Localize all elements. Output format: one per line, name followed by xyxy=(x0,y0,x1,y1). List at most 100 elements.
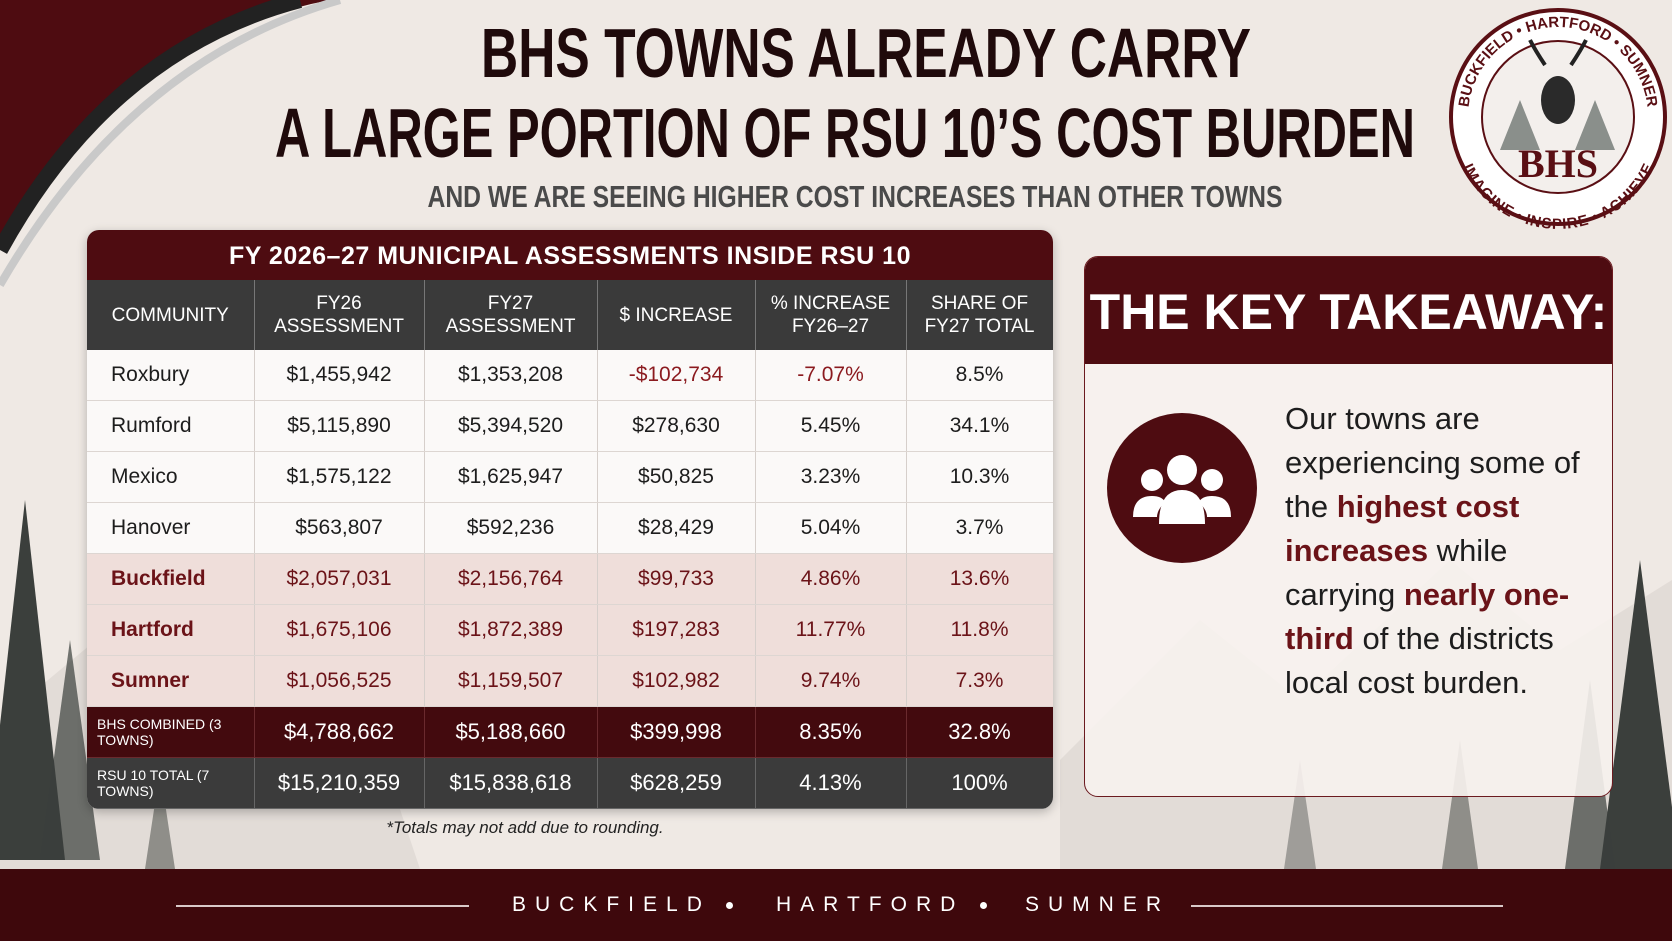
column-header: % INCREASE FY26–27 xyxy=(755,280,907,350)
logo: BUCKFIELD • HARTFORD • SUMNER IMAGINE • … xyxy=(1449,8,1667,233)
takeaway-heading: THE KEY TAKEAWAY: xyxy=(1085,257,1612,364)
corner-shape xyxy=(0,0,330,250)
takeaway-text: Our towns are experiencing some of the h… xyxy=(1285,397,1595,705)
community-cell: Hartford xyxy=(87,604,255,656)
community-cell: Roxbury xyxy=(87,350,255,401)
footer-rule xyxy=(1191,905,1503,907)
community-cell: Buckfield xyxy=(87,553,255,605)
value-cell: $1,159,507 xyxy=(424,655,598,707)
value-cell: $1,675,106 xyxy=(254,604,425,656)
value-cell: 34.1% xyxy=(906,400,1053,452)
value-cell: 11.8% xyxy=(906,604,1053,656)
logo-center-text: BHS xyxy=(1518,141,1598,186)
value-cell: $5,394,520 xyxy=(424,400,598,452)
value-cell: $1,455,942 xyxy=(254,350,425,401)
community-cell: RSU 10 TOTAL (7 TOWNS) xyxy=(87,757,255,809)
corner-stripe xyxy=(0,0,342,288)
value-cell: $1,353,208 xyxy=(424,350,598,401)
value-cell: $1,575,122 xyxy=(254,451,425,503)
value-cell: $197,283 xyxy=(597,604,756,656)
table-row: Sumner $1,056,525 $1,159,507 $102,982 9.74% 7… xyxy=(87,655,1053,707)
emphasis-text: nearly one-third xyxy=(1285,577,1570,656)
table-body: Roxbury $1,455,942 $1,353,208 -$102,734 -7.0… xyxy=(87,350,1053,809)
footer-rule xyxy=(176,905,469,907)
header-row: COMMUNITY FY26 ASSESSMENT FY27 ASSESSMENT $… xyxy=(87,280,1053,350)
table-row: BHS COMBINED (3 TOWNS) $4,788,662 $5,188,6… xyxy=(87,706,1053,758)
value-cell: -$102,734 xyxy=(597,350,756,401)
value-cell: $278,630 xyxy=(597,400,756,452)
table-row: RSU 10 TOTAL (7 TOWNS) $15,210,359 $15,838… xyxy=(87,757,1053,809)
value-cell: $1,872,389 xyxy=(424,604,598,656)
table-row: Buckfield $2,057,031 $2,156,764 $99,733 4.86… xyxy=(87,553,1053,605)
community-cell: Mexico xyxy=(87,451,255,503)
value-cell: 5.04% xyxy=(755,502,907,554)
table-row: Roxbury $1,455,942 $1,353,208 -$102,734 -7.0… xyxy=(87,350,1053,401)
column-header: SHARE OF FY27 TOTAL xyxy=(906,280,1053,350)
community-cell: Rumford xyxy=(87,400,255,452)
footer-separator xyxy=(980,902,987,909)
community-cell: BHS COMBINED (3 TOWNS) xyxy=(87,706,255,758)
value-cell: $5,115,890 xyxy=(254,400,425,452)
table-row: Rumford $5,115,890 $5,394,520 $278,630 5.45%… xyxy=(87,400,1053,452)
table-title: FY 2026–27 MUNICIPAL ASSESSMENTS INSIDE … xyxy=(87,230,1053,280)
footer-item: BUCKFIELD xyxy=(512,893,711,916)
takeaway-box: THE KEY TAKEAWAY: Our towns are experien… xyxy=(1084,256,1613,797)
community-cell: Hanover xyxy=(87,502,255,554)
footer-item: HARTFORD xyxy=(776,893,965,916)
value-cell: $50,825 xyxy=(597,451,756,503)
value-cell: $628,259 xyxy=(597,757,756,809)
table-row: Hartford $1,675,106 $1,872,389 $197,283 11.7… xyxy=(87,604,1053,656)
value-cell: 4.86% xyxy=(755,553,907,605)
value-cell: 3.23% xyxy=(755,451,907,503)
assessment-table: FY 2026–27 MUNICIPAL ASSESSMENTS INSIDE … xyxy=(87,230,1053,809)
value-cell: 3.7% xyxy=(906,502,1053,554)
people-icon xyxy=(1107,413,1257,563)
value-cell: $99,733 xyxy=(597,553,756,605)
value-cell: $2,156,764 xyxy=(424,553,598,605)
value-cell: 10.3% xyxy=(906,451,1053,503)
value-cell: $1,625,947 xyxy=(424,451,598,503)
footer: BUCKFIELD HARTFORD SUMNER xyxy=(0,869,1672,941)
corner-stripe xyxy=(0,0,303,254)
column-header: COMMUNITY xyxy=(87,280,255,350)
value-cell: 8.35% xyxy=(755,706,907,758)
value-cell: $102,982 xyxy=(597,655,756,707)
trees xyxy=(0,500,1672,869)
value-cell: 100% xyxy=(906,757,1053,809)
column-header: FY26 ASSESSMENT xyxy=(254,280,425,350)
column-header: $ INCREASE xyxy=(597,280,756,350)
value-cell: 13.6% xyxy=(906,553,1053,605)
emphasis-text: highest cost increases xyxy=(1285,489,1520,568)
footer-separator xyxy=(726,902,733,909)
value-cell: 9.74% xyxy=(755,655,907,707)
value-cell: 4.13% xyxy=(755,757,907,809)
column-header: FY27 ASSESSMENT xyxy=(424,280,598,350)
value-cell: $15,210,359 xyxy=(254,757,425,809)
footnote: *Totals may not add due to rounding. xyxy=(386,818,664,837)
subtitle: AND WE ARE SEEING HIGHER COST INCREASES … xyxy=(428,179,1283,214)
value-cell: $1,056,525 xyxy=(254,655,425,707)
value-cell: 5.45% xyxy=(755,400,907,452)
value-cell: $2,057,031 xyxy=(254,553,425,605)
value-cell: $563,807 xyxy=(254,502,425,554)
title: BHS TOWNS ALREADY CARRY xyxy=(481,14,1251,92)
table-row: Mexico $1,575,122 $1,625,947 $50,825 3.23% 10… xyxy=(87,451,1053,503)
table-row: Hanover $563,807 $592,236 $28,429 5.04% 3.7% xyxy=(87,502,1053,554)
value-cell: $399,998 xyxy=(597,706,756,758)
value-cell: 7.3% xyxy=(906,655,1053,707)
value-cell: $592,236 xyxy=(424,502,598,554)
title: A LARGE PORTION OF RSU 10’S COST BURDEN xyxy=(275,94,1415,172)
value-cell: 32.8% xyxy=(906,706,1053,758)
value-cell: 8.5% xyxy=(906,350,1053,401)
value-cell: $5,188,660 xyxy=(424,706,598,758)
value-cell: $28,429 xyxy=(597,502,756,554)
community-cell: Sumner xyxy=(87,655,255,707)
value-cell: -7.07% xyxy=(755,350,907,401)
body-text: of the districts local cost burden. xyxy=(1285,621,1554,700)
body-text: while carrying xyxy=(1285,533,1508,612)
table: COMMUNITY FY26 ASSESSMENT FY27 ASSESSMENT $… xyxy=(87,280,1053,809)
body-text: Our towns are experiencing some of the xyxy=(1285,401,1580,524)
footer-item: SUMNER xyxy=(1025,893,1171,916)
value-cell: 11.77% xyxy=(755,604,907,656)
